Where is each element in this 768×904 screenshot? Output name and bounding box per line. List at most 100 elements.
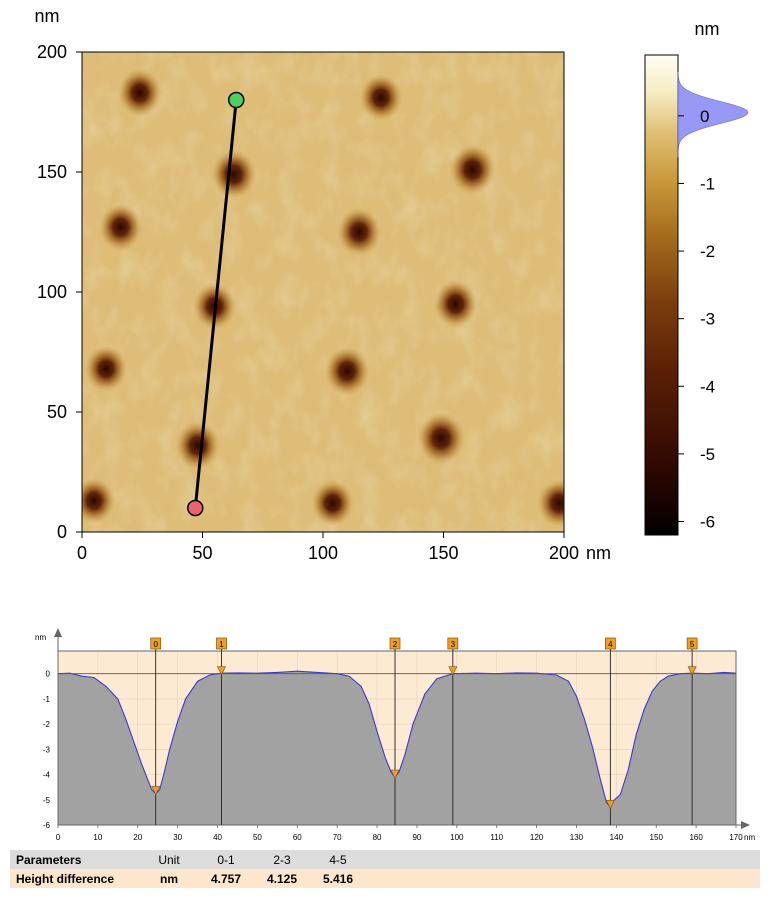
header-parameters: Parameters [16,852,82,867]
pit-mark [324,346,370,396]
scan-line-start-handle[interactable] [187,499,204,517]
x-tick-label: 100 [308,543,338,563]
scan-line-end-handle[interactable] [227,91,245,109]
header-2-3: 2-3 [273,852,291,867]
pit-mark [359,74,403,122]
row-label: Height difference [16,871,115,886]
profile-x-tick-label: 40 [213,833,222,842]
marker-point[interactable] [390,769,400,779]
value-0-1: 4.757 [210,871,242,886]
marker-point[interactable] [217,666,227,676]
colorbar-tick-label: -6 [700,512,715,531]
marker-flag[interactable] [216,637,227,650]
pit-mark [537,479,564,528]
profile-x-tick-label: 120 [530,833,544,842]
marker-flag[interactable] [447,637,459,650]
marker-label: 4 [608,640,613,649]
colorbar-unit-label: nm [694,19,719,39]
x-tick-label: 150 [428,543,458,563]
pit-mark [433,279,478,329]
profile-y-tick-label: -1 [43,695,51,704]
y-tick-label: 200 [37,42,67,62]
profile-x-tick-label: 150 [650,833,664,842]
colorbar-tick-label: -1 [700,174,715,193]
profile-x-tick-label: 30 [173,833,182,842]
profile-y-tick-label: -6 [43,821,51,830]
header-4-5: 4-5 [329,852,347,867]
marker-point[interactable] [151,786,161,796]
afm-surface [82,52,564,532]
pit-mark [98,203,143,252]
marker-label: 1 [219,640,224,649]
pit-mark [449,144,496,195]
table-row: Height difference nm 4.757 4.125 5.416 [10,869,760,888]
colorbar: 0 -1 -2 -3 -4 -5 -6 nm [644,19,749,536]
x-tick-label: 0 [77,543,87,563]
profile-x-tick-label: 10 [93,833,102,842]
profile-y-tick-label: 0 [46,670,51,679]
profile-scan-line[interactable] [193,99,238,509]
marker-point[interactable] [448,666,458,676]
y-tick-label: 0 [57,522,67,542]
profile-x-tick-label: 70 [333,833,342,842]
pit-mark [84,345,128,393]
header-0-1: 0-1 [217,852,235,867]
x-tick-label: 200 [549,543,579,563]
x-unit-label: nm [586,543,611,563]
profile-x-tick-label: 20 [133,833,142,842]
y-tick-label: 100 [37,282,67,302]
profile-area-fill [58,671,736,825]
marker-point[interactable] [687,666,697,676]
colorbar-tick-label: 0 [700,107,709,126]
profile-y-tick-label: -5 [43,796,51,805]
marker-flag[interactable] [150,637,162,650]
table-header-row: Parameters Unit 0-1 2-3 4-5 [10,850,760,869]
height-histogram [677,71,749,158]
afm-image-panel: 0 50 100 150 200 nm 0 50 100 150 200 nm 0 -1 -2 -3 -4 -5… [34,6,749,563]
profile-y-tick-label: -2 [43,720,51,729]
x-axis-arrow-head [741,821,750,829]
profile-y-unit-label: nm [35,633,46,642]
profile-x-tick-label: 160 [689,833,703,842]
colorbar-tick-label: -2 [700,242,715,261]
parameters-table: Parameters Unit 0-1 2-3 4-5 Height diffe… [10,850,760,888]
profile-x-tick-label: 80 [373,833,382,842]
profile-y-tick-label: -4 [43,771,51,780]
colorbar-tick-label: -4 [700,377,715,396]
pit-mark [336,207,382,257]
y-tick-label: 150 [37,162,67,182]
pit-mark [175,421,220,470]
value-2-3: 4.125 [266,871,298,886]
y-axis-arrow-head [54,628,62,637]
profile-x-tick-label: 110 [490,833,503,842]
marker-label: 2 [393,640,398,649]
profile-x-tick-label: 60 [293,833,302,842]
y-tick-label: 50 [47,402,67,422]
x-tick-label: 50 [192,543,212,563]
value-4-5: 5.416 [322,871,354,886]
pit-mark [82,477,115,524]
profile-x-tick-label: 50 [253,833,262,842]
profile-x-unit-label: nm [744,833,755,842]
profile-x-tick-label: 170 [729,833,743,842]
profile-y-tick-label: -3 [43,745,51,754]
profile-x-tick-label: 130 [570,833,584,842]
marker-label: 5 [690,640,695,649]
pit-mark [211,149,257,200]
marker-label: 3 [451,640,456,649]
colorbar-tick-label: -3 [700,310,715,329]
profile-x-tick-label: 140 [610,833,624,842]
profile-x-tick-label: 0 [56,833,61,842]
profile-frame [57,650,737,826]
marker-point[interactable] [605,800,615,810]
marker-flag[interactable] [605,637,616,650]
row-unit: nm [160,871,178,886]
header-unit: Unit [158,852,180,867]
colorbar-tick-label: -5 [700,445,715,464]
y-unit-label: nm [34,6,59,26]
marker-flag[interactable] [686,637,698,650]
marker-flag[interactable] [389,637,401,650]
colorbar-gradient [644,54,679,536]
profile-x-tick-label: 90 [412,833,421,842]
